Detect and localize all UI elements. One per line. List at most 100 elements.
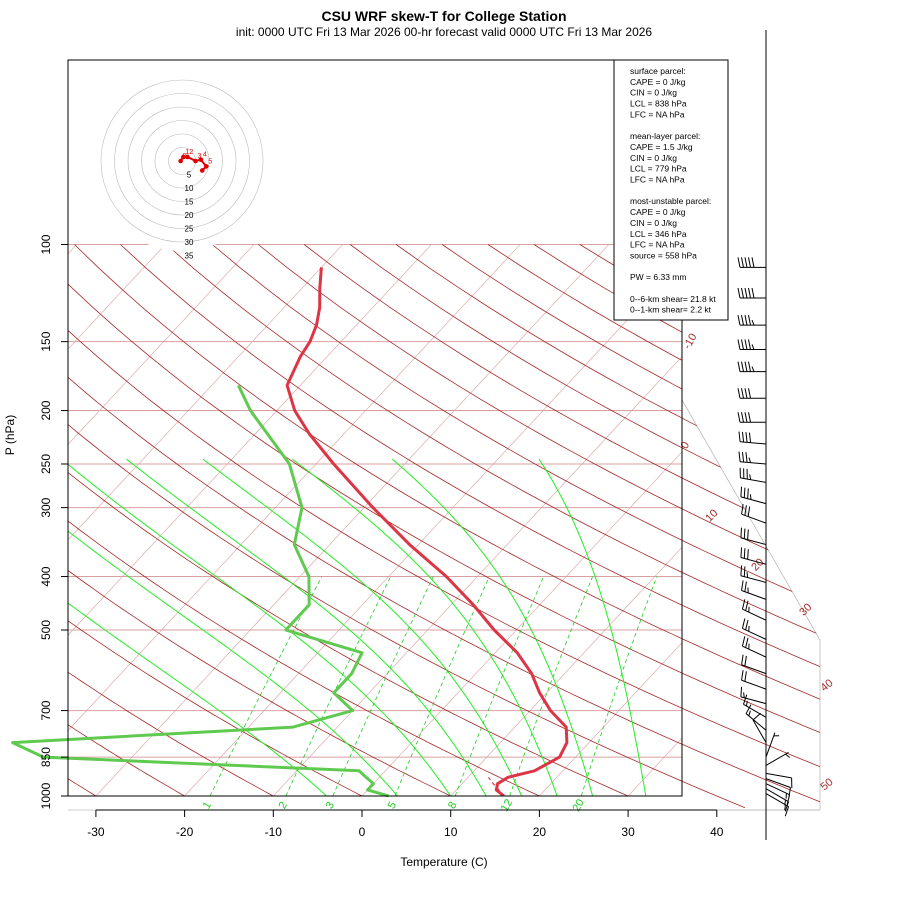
dry-adiabat-line bbox=[0, 245, 205, 808]
isotherm-line bbox=[273, 356, 682, 796]
wind-barb bbox=[737, 257, 766, 268]
x-tick-label: 40 bbox=[710, 825, 724, 839]
wind-barb bbox=[740, 565, 767, 583]
wedge-outline bbox=[681, 399, 821, 811]
moist-adiabat-line bbox=[538, 458, 647, 796]
dry-adiabat-line bbox=[68, 376, 682, 745]
hodograph-ring-label: 5 bbox=[187, 171, 192, 180]
chart-title: CSU WRF skew-T for College Station bbox=[321, 8, 566, 24]
info-box-line: surface parcel: bbox=[630, 66, 686, 76]
info-box-line: LCL = 779 hPa bbox=[630, 164, 687, 174]
wind-barb bbox=[765, 793, 789, 817]
dry-adiabat-label: 50 bbox=[819, 776, 836, 793]
dry-adiabat-line bbox=[441, 244, 682, 390]
moist-adiabat-line bbox=[68, 530, 398, 796]
dewpoint-profile-line bbox=[11, 384, 390, 798]
isotherm-line bbox=[68, 244, 521, 732]
dry-adiabat-line bbox=[166, 244, 682, 573]
hodograph-point-label: 4 bbox=[203, 152, 207, 159]
dry-adiabat-line bbox=[682, 400, 820, 809]
axes: -30 -20 -10 0 10 20 30 401001502002503004005007… bbox=[39, 234, 724, 839]
mixing-ratio-label: 2 bbox=[277, 800, 290, 811]
dry-adiabat-line bbox=[0, 245, 25, 808]
wind-barb bbox=[745, 704, 767, 731]
dry-adiabat-line bbox=[682, 400, 820, 809]
isotherm-line bbox=[95, 244, 609, 796]
dry-adiabat-line bbox=[682, 400, 820, 809]
x-tick-label: 10 bbox=[444, 825, 458, 839]
dry-adiabat-label: -10 bbox=[681, 332, 699, 352]
y-tick-label: 300 bbox=[39, 497, 53, 517]
wind-barb bbox=[739, 467, 767, 483]
x-tick-label: 30 bbox=[621, 825, 635, 839]
temperature-profile-line bbox=[285, 267, 569, 796]
isotherm-line bbox=[68, 244, 432, 636]
isotherm-line bbox=[68, 244, 343, 541]
plot-frame bbox=[67, 59, 683, 797]
dry-adiabat-line bbox=[682, 400, 820, 809]
hodograph-ring-label: 30 bbox=[185, 238, 194, 247]
mixing-ratio-label: 1 bbox=[201, 800, 214, 811]
x-axis-label: Temperature (C) bbox=[400, 855, 487, 869]
wind-barb bbox=[740, 486, 767, 505]
dry-adiabat-line bbox=[682, 400, 820, 809]
moist-adiabat-line bbox=[68, 463, 452, 796]
info-box-line: CIN = 0 J/kg bbox=[630, 218, 677, 228]
wind-barb bbox=[765, 772, 793, 789]
dry-adiabat-line bbox=[0, 245, 475, 808]
moist-adiabat-line bbox=[391, 458, 594, 796]
wedge-layer bbox=[68, 399, 821, 811]
wind-barb bbox=[741, 580, 767, 600]
dry-adiabat-line bbox=[0, 245, 25, 808]
info-box-line: most-unstable parcel: bbox=[630, 196, 711, 206]
dry-adiabat-line bbox=[682, 400, 820, 809]
moist-adiabat-line bbox=[126, 458, 487, 796]
isotherm-line bbox=[361, 451, 682, 796]
dry-adiabat-line bbox=[68, 329, 682, 709]
dry-adiabat-line bbox=[625, 244, 682, 278]
isotherm-line bbox=[68, 244, 166, 350]
x-tick-label: 0 bbox=[359, 825, 366, 839]
hodograph-ring bbox=[127, 106, 237, 216]
mixing-ratio-line bbox=[332, 576, 434, 796]
dry-adiabat-label: 40 bbox=[819, 677, 836, 694]
dry-adiabat-label: 30 bbox=[797, 601, 814, 618]
y-tick-label: 850 bbox=[39, 747, 53, 767]
wind-barb bbox=[743, 694, 767, 718]
wind-barb bbox=[741, 654, 767, 675]
hodograph-point bbox=[178, 158, 183, 164]
dry-adiabat-line bbox=[682, 400, 746, 809]
wind-barb bbox=[740, 527, 767, 546]
hodograph-ring-label: 20 bbox=[185, 211, 194, 220]
mixing-ratio-line bbox=[580, 576, 658, 796]
mixing-ratio-label: 12 bbox=[499, 797, 516, 814]
dry-adiabat-line bbox=[682, 400, 820, 809]
dry-adiabat-line bbox=[682, 400, 820, 809]
info-box-line: LFC = NA hPa bbox=[630, 175, 685, 185]
x-tick-label: -30 bbox=[87, 825, 105, 839]
hodograph-ring-label: 25 bbox=[185, 225, 194, 234]
y-tick-label: 100 bbox=[39, 234, 53, 254]
hodograph-point-label: 3 bbox=[198, 153, 202, 160]
hodograph-ring-label: 10 bbox=[185, 184, 194, 193]
dry-adiabats: -10 0 10 20 30 40 50 bbox=[0, 244, 836, 809]
info-box-line: CAPE = 0 J/kg bbox=[630, 207, 686, 217]
y-tick-label: 250 bbox=[39, 454, 53, 474]
dry-adiabat-line bbox=[682, 400, 820, 809]
parcel-path-line bbox=[488, 776, 505, 796]
hodograph-ring bbox=[141, 120, 223, 202]
wind-barb bbox=[765, 732, 780, 758]
y-tick-label: 150 bbox=[39, 331, 53, 351]
mixing-ratio-line bbox=[209, 576, 323, 796]
wind-barb bbox=[737, 412, 766, 423]
wind-barb bbox=[737, 287, 766, 299]
hodograph-ring bbox=[154, 133, 210, 189]
dry-adiabat-line bbox=[0, 245, 655, 808]
hodograph-ring-label: 35 bbox=[185, 252, 194, 261]
dry-adiabat-line bbox=[68, 620, 363, 796]
dry-adiabat-line bbox=[74, 244, 682, 640]
isotherm-line bbox=[184, 260, 682, 796]
hodograph-point bbox=[199, 168, 205, 173]
hodograph-point bbox=[198, 157, 204, 162]
